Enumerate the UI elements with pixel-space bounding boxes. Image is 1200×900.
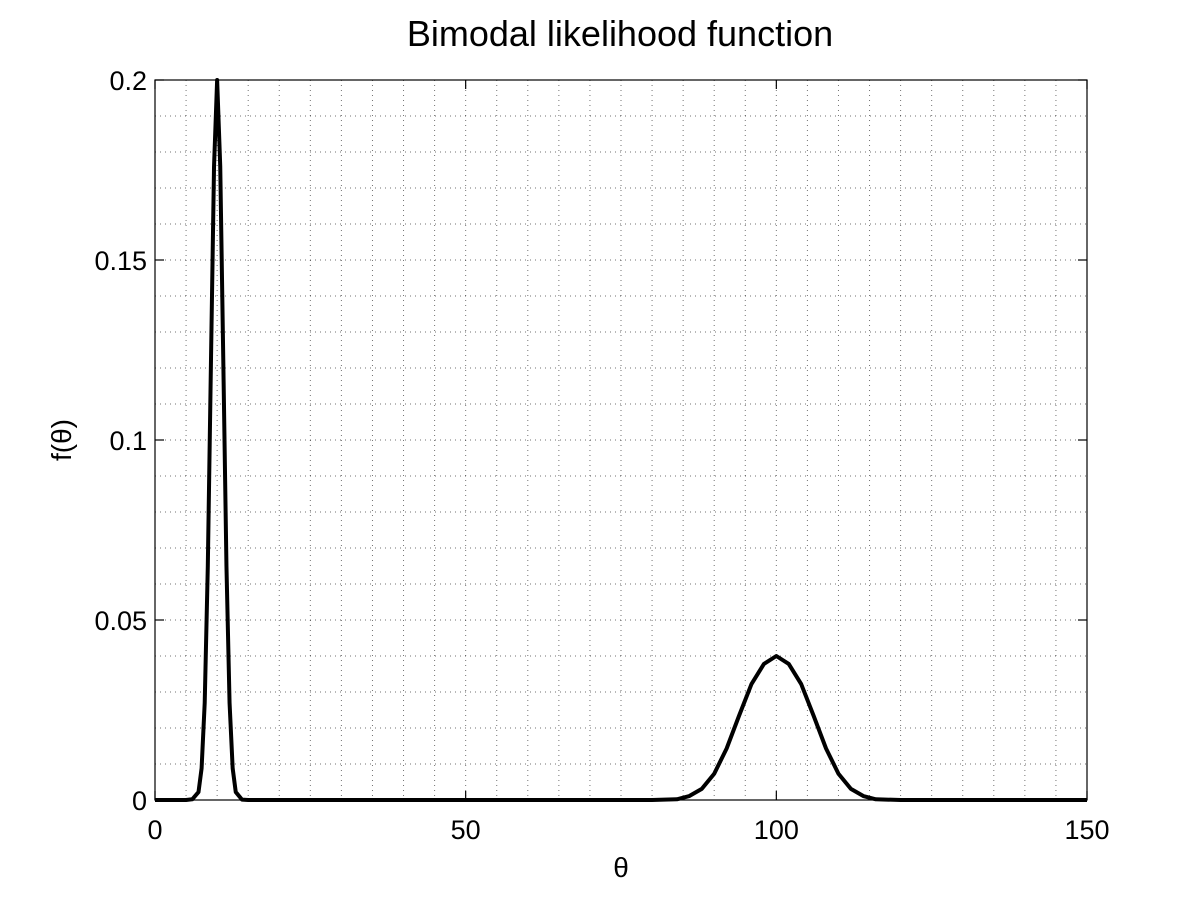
x-tick-label: 150: [1064, 815, 1109, 845]
y-tick-label: 0.15: [94, 246, 147, 276]
y-tick-label: 0.05: [94, 606, 147, 636]
chart-title: Bimodal likelihood function: [407, 13, 833, 54]
x-tick-label: 100: [754, 815, 799, 845]
tick-labels: 0 50 100 150 0 0.05 0.1 0.15 0.2: [94, 66, 1109, 845]
x-tick-label: 0: [147, 815, 162, 845]
y-tick-label: 0.1: [109, 426, 147, 456]
y-tick-label: 0.2: [109, 66, 147, 96]
axis-ticks: [154, 79, 1088, 801]
grid: [155, 80, 1087, 800]
y-axis-label: f(θ): [46, 419, 77, 461]
y-tick-label: 0: [132, 786, 147, 816]
x-tick-label: 50: [451, 815, 481, 845]
x-axis-label: θ: [613, 852, 629, 883]
